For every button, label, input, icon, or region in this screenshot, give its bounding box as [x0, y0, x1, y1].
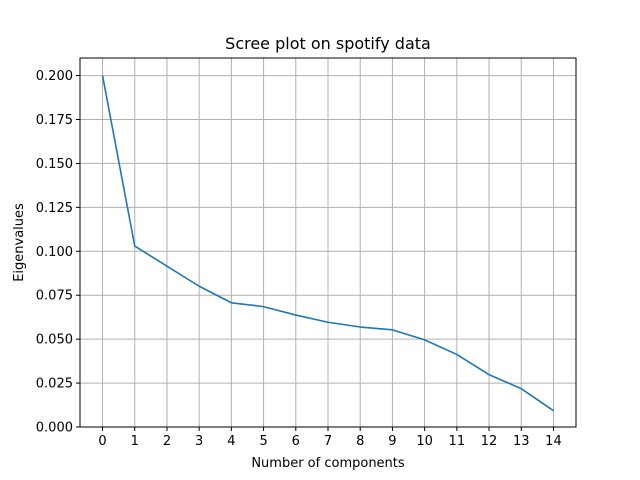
y-tick-label: 0.125 — [36, 201, 73, 216]
y-tick-label: 0.050 — [36, 333, 73, 348]
x-axis-label: Number of components — [251, 456, 405, 471]
x-tick-label: 4 — [227, 434, 235, 449]
y-tick-label: 0.000 — [36, 421, 73, 436]
ticks-layer: 0 1 2 3 4 5 6 7 8 9 10 11 12 13 140.0000.0250.0500.075… — [36, 69, 562, 449]
x-tick-label: 1 — [131, 434, 139, 449]
x-tick-label: 13 — [513, 434, 530, 449]
y-tick-label: 0.025 — [36, 377, 73, 392]
x-tick-label: 8 — [356, 434, 364, 449]
y-tick-label: 0.200 — [36, 69, 73, 84]
x-tick-label: 3 — [195, 434, 203, 449]
x-tick-label: 7 — [324, 434, 332, 449]
y-tick-label: 0.150 — [36, 157, 73, 172]
x-tick-label: 10 — [416, 434, 433, 449]
x-tick-label: 6 — [292, 434, 300, 449]
chart-title: Scree plot on spotify data — [225, 34, 431, 53]
y-tick-label: 0.175 — [36, 113, 73, 128]
y-tick-label: 0.075 — [36, 289, 73, 304]
x-tick-label: 12 — [481, 434, 498, 449]
series-layer — [101, 75, 554, 412]
y-axis-label: Eigenvalues — [12, 203, 27, 282]
x-tick-label: 5 — [259, 434, 267, 449]
x-tick-label: 9 — [388, 434, 396, 449]
x-tick-label: 11 — [449, 434, 466, 449]
x-tick-label: 0 — [98, 434, 106, 449]
x-tick-label: 14 — [545, 434, 562, 449]
grid-layer — [80, 58, 576, 428]
y-tick-label: 0.100 — [36, 245, 73, 260]
x-tick-label: 2 — [163, 434, 171, 449]
eigenvalue-series-line — [101, 75, 554, 412]
